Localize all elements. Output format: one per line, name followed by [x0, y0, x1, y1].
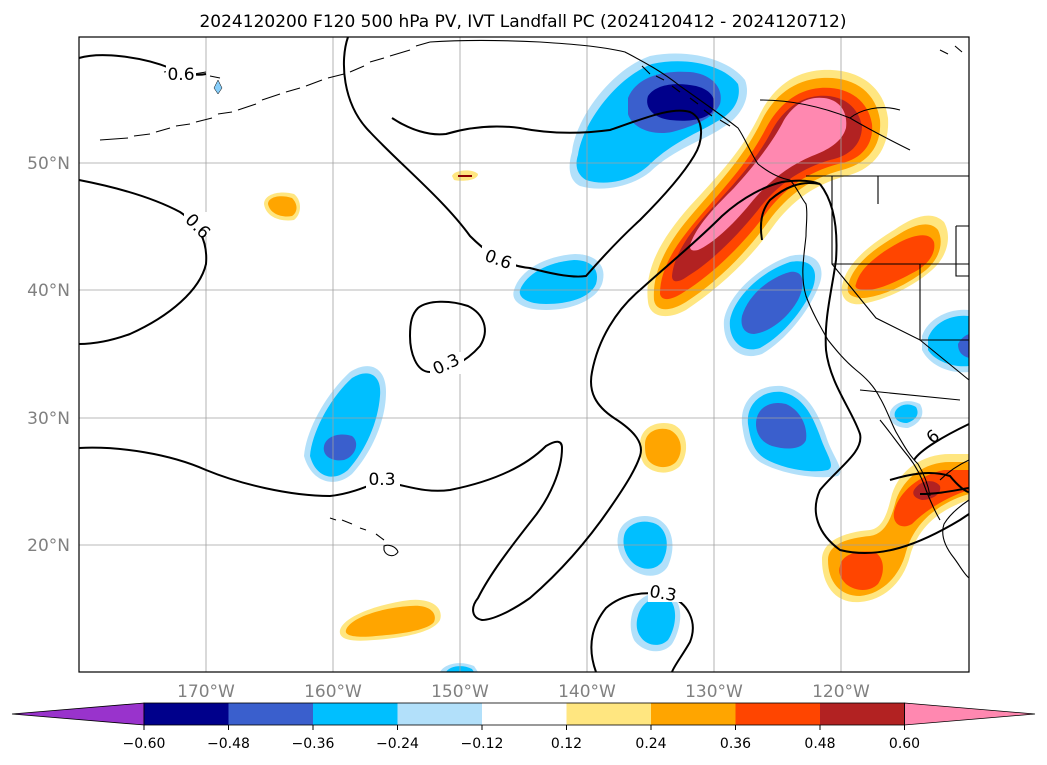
colorbar-tick-label: −0.36: [292, 736, 335, 752]
negative-anomaly-30n-127w-3: [756, 402, 807, 449]
pv-contour-0-3-south: [78, 179, 821, 622]
positive-anomaly-baja-3: [839, 551, 883, 590]
latitude-labels: 50°N 40°N 30°N 20°N: [27, 154, 70, 556]
colorbar-frame: [143, 702, 905, 726]
map-panel: 0.6 0.6 0.6 0.3 0.3 0.3 6: [78, 36, 970, 673]
lon-label: 150°W: [431, 682, 489, 702]
pv-contour-0-6-west: [78, 179, 208, 345]
pv-contour-east: [814, 183, 970, 554]
contour-label: 0.6: [167, 65, 194, 85]
positive-anomaly-small-blue-diamond: [213, 79, 223, 95]
colorbar-bin: [651, 703, 736, 725]
positive-anomaly-28n-135w-2: [645, 428, 681, 468]
colorbar-tick-label: 0.60: [889, 736, 920, 752]
lon-label: 140°W: [558, 682, 616, 702]
colorbar-tick-labels: −0.60 −0.48 −0.36 −0.24 −0.12 0.12 0.24 …: [123, 736, 921, 752]
pv-contour-east-closure: [919, 487, 970, 495]
negative-anomaly-40n-127w-3: [741, 271, 803, 334]
colorbar: −0.60 −0.48 −0.36 −0.24 −0.12 0.12 0.24 …: [11, 702, 1036, 752]
map-title: 2024120200 F120 500 hPa PV, IVT Landfall…: [199, 12, 846, 32]
pv-contour-east-2: [889, 423, 970, 493]
map-frame: [78, 36, 970, 673]
colorbar-bin: [566, 703, 651, 725]
colorbar-tick-label: −0.60: [123, 736, 166, 752]
colorbar-bin: [228, 703, 313, 725]
lon-label: 160°W: [304, 682, 362, 702]
positive-anomaly-40n-118w-3: [855, 235, 935, 290]
positive-anomaly-13n-155w-2: [345, 605, 435, 637]
lat-label: 30°N: [27, 409, 70, 429]
positive-anomaly-47n-165w-2: [268, 196, 297, 217]
colorbar-bin: [735, 703, 820, 725]
lon-label: 120°W: [812, 682, 870, 702]
positive-anomaly-atmospheric-river-5: [690, 97, 847, 251]
lat-label: 50°N: [27, 154, 70, 174]
colorbar-under-triangle: [11, 702, 145, 726]
pv-contour-east-upper: [760, 182, 821, 241]
colorbar-bin: [144, 703, 229, 725]
colorbar-tick-label: −0.24: [376, 736, 419, 752]
negative-anomaly-east-edge-2: [928, 315, 969, 367]
lat-label: 20°N: [27, 536, 70, 556]
lon-label: 170°W: [177, 682, 235, 702]
colorbar-ticks: [143, 725, 905, 730]
pv-contour-0-6-central: [343, 36, 702, 278]
lon-label: 130°W: [685, 682, 743, 702]
negative-anomaly-15n-134w-2: [636, 597, 676, 645]
colorbar-bin: [482, 703, 567, 725]
colorbar-bin: [313, 703, 398, 725]
colorbar-tick-label: 0.48: [804, 736, 835, 752]
colorbar-bin: [820, 703, 905, 725]
contour-label: 0.3: [648, 582, 678, 606]
negative-anomaly-30n-160w-3: [323, 434, 357, 461]
longitude-labels: 170°W 160°W 150°W 140°W 130°W 120°W: [177, 682, 870, 702]
colorbar-tick-label: 0.36: [720, 736, 751, 752]
colorbar-tick-label: 0.12: [551, 736, 582, 752]
colorbar-tick-label: 0.24: [635, 736, 666, 752]
colorbar-tick-label: −0.12: [461, 736, 504, 752]
colorbar-over-triangle: [904, 702, 1036, 726]
colorbar-tick-label: −0.48: [207, 736, 250, 752]
contour-label: 0.3: [368, 470, 395, 490]
pv-contours: [78, 36, 970, 673]
colorbar-bin: [397, 703, 482, 725]
lat-label: 40°N: [27, 281, 70, 301]
graticule: [79, 37, 969, 672]
